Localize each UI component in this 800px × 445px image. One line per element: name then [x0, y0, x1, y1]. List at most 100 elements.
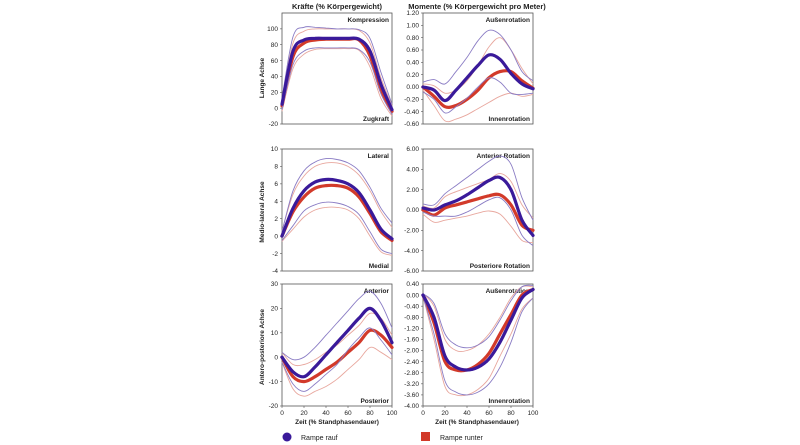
series-point-rampe-rauf [498, 58, 502, 61]
series-point-rampe-rauf [460, 82, 463, 86]
series-point-rampe-rauf [446, 202, 450, 206]
legend-label-rampe-runter: Rampe runter [440, 435, 483, 442]
y-tick-label: 100 [267, 26, 278, 33]
x-tick-label: 0 [280, 410, 284, 417]
sd-lower-line [281, 47, 393, 115]
series-point-rampe-rauf [291, 370, 295, 374]
series-point-rampe-rauf [377, 315, 380, 318]
y-tick-label: 6 [274, 181, 278, 188]
series-point-rampe-rauf [454, 199, 458, 203]
series-point-rampe-rauf [366, 307, 369, 311]
xlabel-right: Zeit (% Standphasendauer) [435, 419, 519, 426]
series-point-rampe-rauf [529, 86, 533, 90]
series-point-rampe-rauf [518, 211, 521, 215]
series-point-rampe-rauf [333, 178, 336, 182]
y-tick-label: -2.80 [404, 370, 419, 377]
y-tick-label: -4.00 [404, 248, 419, 255]
y-tick-label: -0.60 [404, 121, 419, 128]
series-point-rampe-rauf [338, 179, 342, 183]
y-tick-label: -0.40 [404, 109, 419, 116]
series-point-rampe-rauf [487, 179, 491, 182]
column-title-moments: Momente (% Körpergewicht pro Meter) [408, 2, 546, 11]
series-point-rampe-rauf [346, 329, 350, 332]
series-point-rampe-rauf [280, 102, 284, 106]
series-line-rampe-runter [421, 287, 535, 373]
series-point-rampe-rauf [327, 350, 331, 354]
series-point-rampe-rauf [388, 337, 392, 340]
series-point-rampe-rauf [509, 318, 513, 322]
sd-upper-line [281, 158, 393, 232]
x-tick-label: 60 [344, 410, 352, 417]
series-point-rampe-rauf [435, 91, 439, 94]
series-point-rampe-rauf [432, 316, 436, 319]
series-point-rampe-rauf [471, 190, 474, 193]
series-point-rampe-rauf [305, 37, 309, 41]
series-point-rampe-rauf [474, 188, 477, 191]
row-label-anteroposterior-axis: Antero-posteriore Achse [259, 309, 266, 385]
y-tick-label: 20 [271, 89, 279, 96]
series-point-rampe-rauf [512, 312, 516, 316]
series-point-rampe-rauf [482, 57, 485, 61]
series-point-rampe-rauf [322, 37, 325, 40]
series-point-rampe-rauf [324, 178, 328, 181]
series-point-rampe-rauf [523, 84, 527, 87]
series-point-rampe-rauf [352, 322, 355, 326]
series-point-rampe-rauf [465, 76, 469, 80]
sd-lower-line [422, 210, 534, 243]
series-point-rampe-rauf [355, 188, 358, 191]
y-tick-label: 1.20 [406, 10, 419, 17]
series-point-rampe-rauf [360, 195, 364, 198]
y-tick-label: 0.80 [406, 35, 419, 42]
series-point-rampe-rauf [319, 178, 322, 182]
series-point-rampe-rauf [363, 41, 366, 45]
series-point-rampe-rauf [341, 335, 344, 338]
series-point-rampe-rauf [363, 199, 366, 202]
panel-frame [281, 148, 393, 272]
series-point-rampe-rauf [435, 325, 439, 328]
series-point-rampe-rauf [313, 37, 317, 40]
series-point-rampe-rauf [349, 184, 353, 187]
series-point-rampe-rauf [355, 36, 358, 40]
y-tick-label: 8 [274, 164, 278, 171]
y-tick-label: 0.00 [406, 207, 419, 214]
sd-lower-line [422, 196, 534, 246]
series-point-rampe-rauf [368, 208, 372, 212]
series-point-rampe-rauf [423, 297, 427, 301]
series-point-rampe-rauf [501, 177, 505, 181]
series-point-rampe-rauf [313, 180, 317, 184]
series-point-rampe-rauf [385, 331, 389, 334]
sd-upper-line [281, 290, 393, 361]
series-point-rampe-rauf [515, 203, 518, 206]
series-point-rampe-rauf [460, 368, 463, 371]
series-point-rampe-rauf [529, 289, 533, 293]
panel-bottom-label: Zugkraft [363, 116, 390, 123]
y-tick-label: 2 [274, 216, 278, 223]
series-point-rampe-rauf [457, 85, 461, 89]
series-point-rampe-rauf [285, 362, 289, 366]
y-tick-label: -6.00 [404, 268, 419, 275]
series-point-rampe-rauf [288, 61, 292, 64]
series-point-rampe-rauf [423, 207, 427, 210]
series-point-rampe-rauf [426, 208, 430, 211]
series-point-rampe-rauf [476, 186, 480, 189]
series-point-rampe-rauf [498, 340, 502, 344]
series-point-rampe-rauf [471, 70, 474, 73]
series-point-rampe-rauf [308, 371, 311, 375]
y-tick-label: -0.20 [404, 97, 419, 104]
y-tick-label: -0.80 [404, 314, 419, 321]
series-point-rampe-rauf [352, 186, 355, 189]
series-point-rampe-rauf [452, 200, 455, 204]
series-point-rampe-rauf [300, 39, 303, 43]
y-tick-label: 0.60 [406, 47, 419, 54]
series-point-rampe-rauf [457, 367, 461, 370]
series-point-rampe-rauf [313, 365, 317, 369]
series-point-rampe-rauf [338, 37, 342, 40]
panel-bottom-label: Innenrotation [488, 116, 530, 123]
panel-3: -4 -2 0 2 4 6 8 10 Lateral Medial [271, 146, 394, 275]
y-tick-label: -4 [272, 268, 278, 275]
x-tick-label: 0 [421, 410, 425, 417]
series-point-rampe-rauf [374, 218, 377, 222]
series-point-rampe-rauf [316, 179, 320, 183]
series-point-rampe-rauf [324, 353, 328, 357]
y-tick-label: -10 [269, 379, 279, 386]
